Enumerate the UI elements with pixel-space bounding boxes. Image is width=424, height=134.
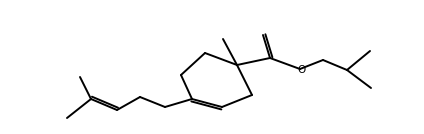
Text: O: O <box>297 65 305 75</box>
